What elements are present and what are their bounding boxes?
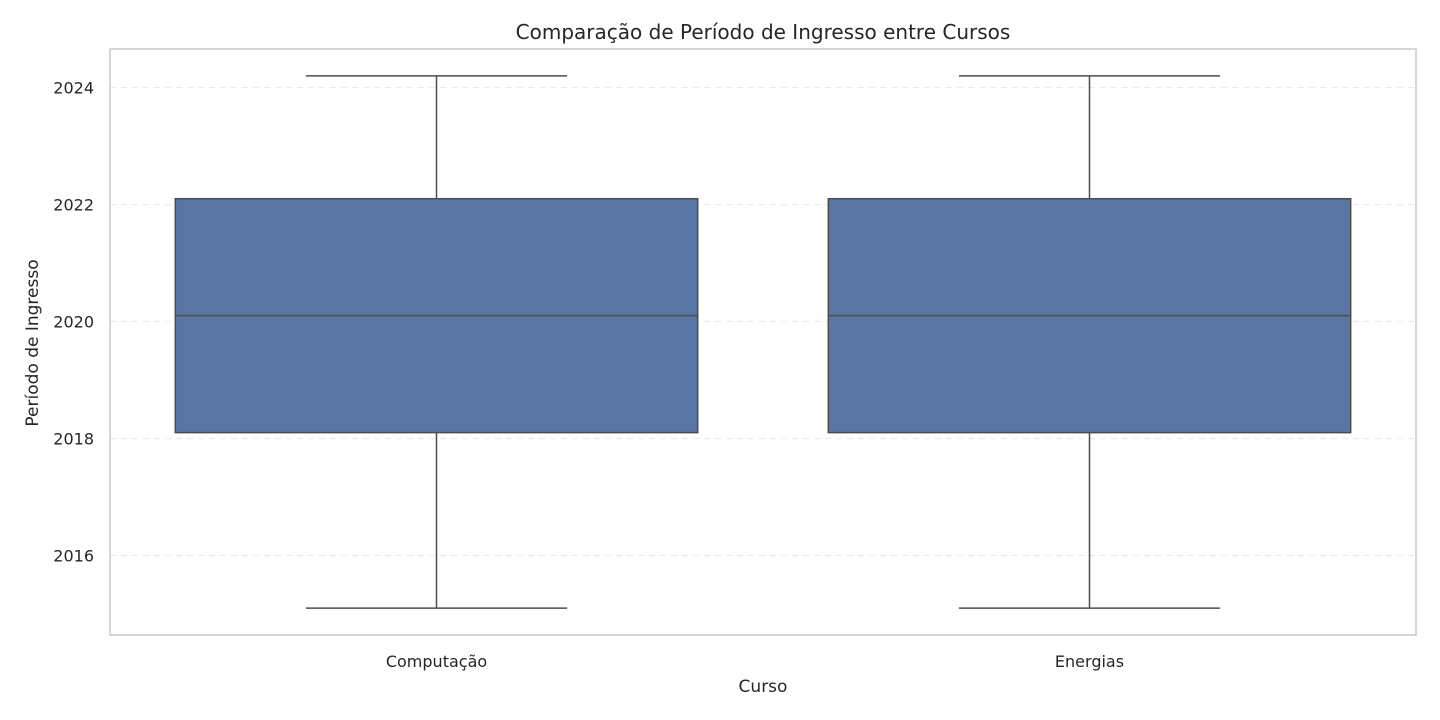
y-tick-label: 2016 [53,546,94,565]
box-2 [827,75,1352,609]
y-tick-label: 2020 [53,313,94,332]
x-axis-label: Curso [739,677,788,697]
plot-frame [109,48,1417,636]
box-1 [174,75,699,609]
y-tick-labels: 2016 2018 2020 2022 2024 [53,79,94,566]
y-tick-label: 2024 [53,79,94,98]
chart-title: Comparação de Período de Ingresso entre … [516,20,1011,44]
grid-lines [110,86,1416,557]
x-tick-label: Computação [386,652,487,671]
y-axis-label: Período de Ingresso [23,259,43,426]
x-tick-labels: Computação Energias [386,652,1124,671]
y-tick-label: 2018 [53,429,94,448]
y-tick-label: 2022 [53,196,94,215]
boxes [174,75,1352,609]
x-tick-label: Energias [1055,652,1124,671]
